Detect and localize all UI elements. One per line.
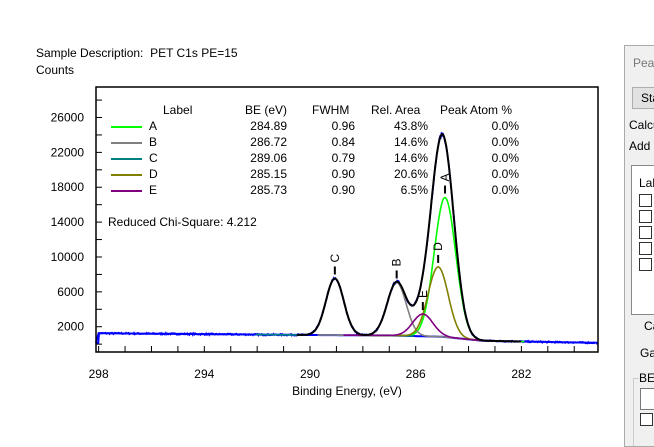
peak-dialog: Peal Sta Calcu Add ( Lab Ca Gau BE [624, 45, 654, 447]
header-peak-atom: Peak Atom % [440, 103, 513, 117]
sample-description: Sample Description: PET C1s PE=15 [36, 46, 238, 60]
y-tick-label: 14000 [51, 215, 85, 229]
row-label: E [149, 183, 158, 197]
x-tick-label: 282 [511, 367, 531, 381]
add-label: Add ( [629, 139, 654, 153]
header-rel-area: Rel. Area [371, 103, 421, 117]
row-rel-area: 14.6% [393, 135, 428, 149]
row-be: 284.89 [250, 119, 287, 133]
legend-swatch-a [111, 126, 142, 128]
row-label: C [149, 151, 158, 165]
y-axis-title: Counts [36, 63, 75, 77]
row-fwhm: 0.96 [331, 119, 355, 133]
plot-frame [95, 86, 599, 353]
row-fwhm: 0.90 [331, 183, 355, 197]
ga-label: Gau [640, 346, 654, 360]
row-peak-atom: 0.0% [491, 183, 519, 197]
peak-marker-label-b: B [390, 258, 404, 266]
dialog-title: Peal [633, 56, 654, 70]
y-tick-label: 18000 [51, 180, 85, 194]
x-tick-label: 294 [194, 367, 214, 381]
peak-marker-label-d: D [431, 242, 445, 251]
header-fwhm: FWHM [312, 103, 350, 117]
peak-marker-label-a: A [438, 174, 452, 182]
row-rel-area: 14.6% [393, 151, 428, 165]
y-tick-label: 22000 [51, 145, 85, 159]
legend-swatch-c [111, 158, 142, 160]
x-tick-label: 290 [300, 367, 320, 381]
x-tick-label: 286 [406, 367, 426, 381]
sample-description-value: PET C1s PE=15 [150, 46, 238, 60]
row-rel-area: 6.5% [400, 183, 428, 197]
row-be: 289.06 [250, 151, 287, 165]
y-tick-label: 2000 [57, 320, 84, 334]
row-be: 285.15 [250, 167, 287, 181]
start-button[interactable]: Sta [632, 87, 654, 109]
y-tick-label: 26000 [51, 111, 85, 125]
peak-checkbox[interactable] [639, 258, 652, 271]
y-tick-label: 10000 [51, 250, 85, 264]
header-label: Label [163, 103, 193, 117]
row-fwhm: 0.90 [331, 167, 355, 181]
peak-checkbox[interactable] [639, 242, 652, 255]
peak-checkbox[interactable] [639, 194, 652, 207]
legend-swatch-e [111, 190, 142, 192]
row-peak-atom: 0.0% [491, 167, 519, 181]
peak-component-a [365, 196, 525, 343]
row-fwhm: 0.79 [331, 151, 355, 165]
sample-description-label: Sample Description: [36, 46, 144, 60]
peak-checkbox[interactable] [639, 210, 652, 223]
y-tick-label: 6000 [57, 285, 84, 299]
peak-marker-label-e: E [416, 290, 430, 298]
x-tick-label: 298 [89, 367, 109, 381]
peak-checkbox[interactable] [639, 226, 652, 239]
row-label: A [149, 119, 158, 133]
fit-envelope-line [296, 133, 522, 343]
calc-label: Calcu [629, 118, 654, 132]
legend-swatch-b [111, 142, 142, 144]
row-be: 285.73 [250, 183, 287, 197]
row-be: 286.72 [250, 135, 287, 149]
chi-square: Reduced Chi-Square: 4.212 [108, 215, 257, 229]
row-peak-atom: 0.0% [491, 119, 519, 133]
row-rel-area: 43.8% [393, 119, 428, 133]
row-label: D [149, 167, 158, 181]
x-axis-label: Binding Energy, (eV) [292, 384, 402, 398]
header-be: BE (eV) [244, 103, 287, 117]
start-button-label: Sta [641, 91, 654, 105]
row-peak-atom: 0.0% [491, 151, 519, 165]
peak-list-box[interactable]: Lab [631, 165, 654, 315]
row-rel-area: 20.6% [393, 167, 428, 181]
peak-marker-label-c: C [328, 253, 342, 262]
row-peak-atom: 0.0% [491, 135, 519, 149]
row-fwhm: 0.84 [331, 135, 355, 149]
peak-component-c [255, 277, 415, 337]
legend-swatch-d [111, 174, 142, 176]
ca-label: Ca [644, 319, 654, 333]
list-header: Lab [639, 176, 654, 190]
be-input[interactable] [640, 388, 654, 410]
be-group-label: BE [639, 371, 654, 385]
be-checkbox[interactable] [640, 413, 653, 426]
row-label: B [149, 135, 158, 149]
